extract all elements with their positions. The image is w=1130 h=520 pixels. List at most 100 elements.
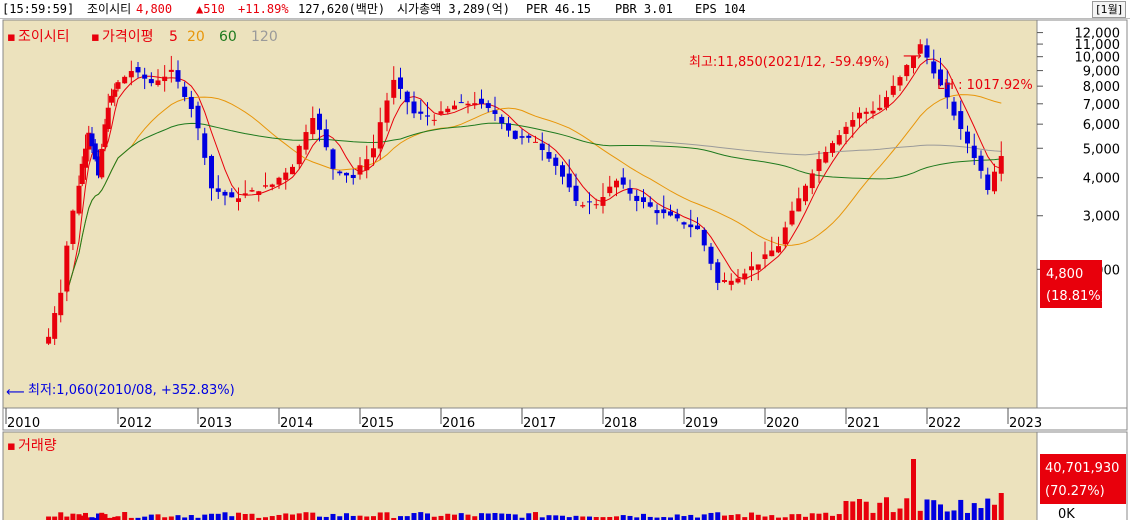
volume-bars xyxy=(46,459,1004,520)
y-tick-label: 9,000 xyxy=(1083,65,1120,80)
volume-bar xyxy=(377,512,383,520)
volume-bar xyxy=(269,516,275,520)
candle-body xyxy=(438,111,444,114)
volume-bar xyxy=(92,517,98,520)
volume-bar xyxy=(296,513,302,520)
price-change-pct: +11.89% xyxy=(238,2,289,16)
y-tick-label: 12,000 xyxy=(1075,27,1121,42)
volume-bar xyxy=(539,517,545,520)
legend-indicator: 가격이평 xyxy=(102,29,154,45)
x-tick-label: 2018 xyxy=(604,416,637,431)
candle-body xyxy=(148,79,154,84)
volume-bar xyxy=(708,512,714,520)
legend-ma20: 20 xyxy=(187,29,205,45)
candle-body xyxy=(452,105,457,110)
candle-body xyxy=(553,157,559,166)
volume-bar xyxy=(411,513,417,520)
volume-bar xyxy=(89,517,95,520)
candle-body xyxy=(105,107,111,130)
candle-body xyxy=(897,77,903,86)
candle-body xyxy=(350,174,356,179)
volume-bar xyxy=(431,516,437,520)
volume-bar xyxy=(323,516,329,520)
volume-bar xyxy=(418,512,424,520)
x-tick-label: 2013 xyxy=(199,416,232,431)
volume-bar xyxy=(580,516,586,520)
candle-body xyxy=(404,91,410,103)
candle-body xyxy=(89,133,95,147)
candle-body xyxy=(796,198,802,212)
candle-body xyxy=(850,120,856,127)
volume-bar xyxy=(458,513,464,520)
volume-bar xyxy=(371,516,376,520)
candle-body xyxy=(924,45,930,58)
candle-body xyxy=(222,191,228,196)
volume-bar xyxy=(863,501,869,520)
volume-bar xyxy=(985,498,991,520)
volume-bar xyxy=(83,512,88,520)
current-price: 4,800 xyxy=(136,2,173,16)
candle-body xyxy=(519,136,525,138)
legend-marker: ▪ xyxy=(7,30,16,45)
volume-bar xyxy=(890,512,896,520)
stock-chart: 2,0003,0004,0005,0006,0007,0008,0009,000… xyxy=(2,19,1128,520)
volume-title: 거래량 xyxy=(18,438,57,454)
candle-body xyxy=(708,246,714,264)
volume-bar xyxy=(357,515,363,520)
legend-ma60: 60 xyxy=(219,29,237,45)
current-price-box xyxy=(1040,260,1102,308)
volume-bar xyxy=(310,512,316,520)
candle-body xyxy=(115,82,121,89)
volume-bar xyxy=(978,508,984,520)
volume-bar xyxy=(283,513,289,520)
volume-bar xyxy=(276,514,282,520)
candle-body xyxy=(485,103,491,109)
volume-bar xyxy=(350,515,356,520)
candle-body xyxy=(870,110,876,114)
volume-bar xyxy=(79,515,85,520)
candle-body xyxy=(823,151,829,163)
candle-body xyxy=(357,165,363,175)
candle-body xyxy=(607,186,613,194)
volume-bar xyxy=(836,514,842,520)
period-button[interactable]: [1월] xyxy=(1092,1,1126,18)
candle-body xyxy=(512,130,518,139)
volume-bar xyxy=(425,513,430,520)
volume-bar xyxy=(998,493,1004,520)
volume-bar xyxy=(479,513,484,520)
volume-bar xyxy=(215,513,221,520)
volume-bar xyxy=(105,517,111,520)
x-tick-label: 2012 xyxy=(119,416,152,431)
volume-bar xyxy=(236,512,241,520)
candle-body xyxy=(593,204,599,206)
candle-body xyxy=(614,180,619,188)
candle-body xyxy=(654,210,660,214)
candle-body xyxy=(168,69,174,72)
candle-body xyxy=(142,74,148,79)
candle-body xyxy=(344,172,349,176)
candle-body xyxy=(661,209,667,214)
volume-axis-zero: 0K xyxy=(1058,507,1075,520)
volume-bar xyxy=(688,514,694,520)
candle-body xyxy=(155,80,161,86)
candle-body xyxy=(323,129,329,148)
volume-bar xyxy=(398,516,403,520)
candle-body xyxy=(162,76,168,82)
candle-body xyxy=(263,185,268,187)
volume-bar xyxy=(162,517,168,520)
volume-bar xyxy=(701,514,707,520)
volume-bar xyxy=(566,517,572,520)
volume-bar xyxy=(944,511,950,520)
volume-bar xyxy=(472,516,478,520)
candle-body xyxy=(330,149,336,169)
volume-bar xyxy=(209,513,214,520)
candle-body xyxy=(533,141,538,143)
stock-name: 조이시티 xyxy=(87,2,132,16)
candle-body xyxy=(985,174,991,190)
volume-bar xyxy=(897,508,903,520)
volume-bar xyxy=(769,515,775,520)
candle-body xyxy=(58,292,64,316)
volume-bar xyxy=(789,514,795,520)
candle-body xyxy=(573,185,579,202)
candle-body xyxy=(890,85,896,95)
